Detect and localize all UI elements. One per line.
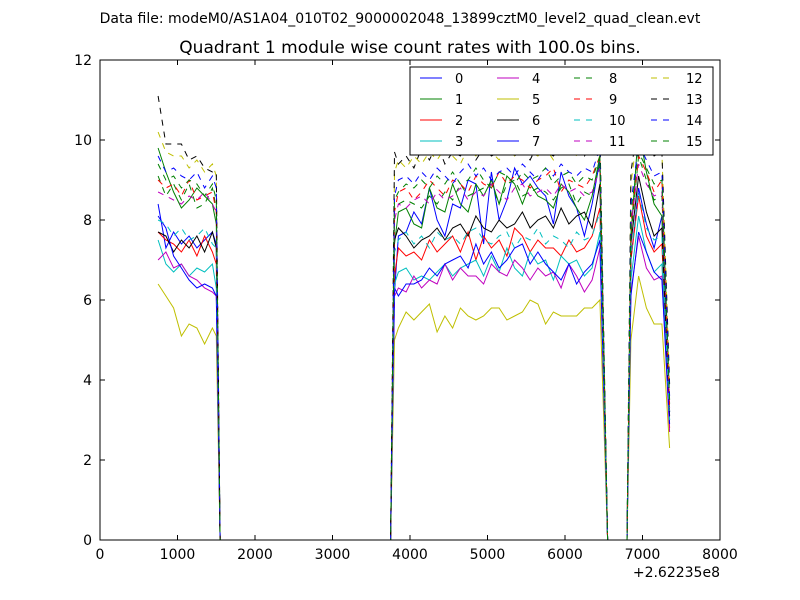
legend-label-3: 3	[455, 135, 463, 150]
legend-label-14: 14	[686, 114, 703, 129]
y-tick-label: 2	[83, 453, 92, 469]
legend-label-15: 15	[686, 135, 703, 150]
legend-label-6: 6	[532, 114, 540, 129]
legend-label-13: 13	[686, 93, 703, 108]
series-line-9	[157, 154, 671, 540]
series-line-7	[157, 215, 671, 540]
series-line-4	[157, 235, 671, 540]
x-tick-label: 7000	[625, 547, 661, 563]
series-line-0	[157, 159, 671, 540]
legend-label-11: 11	[609, 135, 626, 150]
series-line-8	[157, 155, 671, 540]
y-tick-label: 12	[74, 53, 92, 69]
legend-label-0: 0	[455, 72, 463, 87]
ticks-layer: 0 1000 2000 3000 4000 5000 6000 7000 80000246810…	[74, 53, 738, 563]
series-line-6	[157, 175, 671, 540]
y-tick-label: 8	[83, 213, 92, 229]
legend-label-2: 2	[455, 114, 463, 129]
x-tick-label: 4000	[392, 547, 428, 563]
x-tick-label: 8000	[702, 547, 738, 563]
y-tick-label: 6	[83, 293, 92, 309]
x-tick-label: 3000	[315, 547, 351, 563]
series-line-3	[157, 215, 671, 540]
chart-title: Quadrant 1 module wise count rates with …	[179, 38, 640, 58]
series-line-14	[157, 142, 671, 540]
suptitle: Data file: modeM0/AS1A04_010T02_90000020…	[100, 11, 701, 27]
legend-frame	[409, 66, 714, 156]
series-line-11	[157, 163, 671, 540]
y-tick-label: 4	[83, 373, 92, 389]
legend-label-9: 9	[609, 93, 617, 108]
series-line-2	[157, 195, 671, 540]
legend-label-7: 7	[532, 135, 540, 150]
legend-label-10: 10	[609, 114, 626, 129]
x-tick-label: 5000	[470, 547, 506, 563]
x-tick-label: 0	[96, 547, 105, 563]
legend-label-5: 5	[532, 93, 540, 108]
x-tick-label: 2000	[237, 547, 273, 563]
y-tick-label: 10	[74, 133, 92, 149]
legend-label-12: 12	[686, 72, 703, 87]
x-offset-label: +2.62235e8	[633, 565, 720, 581]
y-tick-label: 0	[83, 533, 92, 549]
series-line-5	[157, 275, 671, 540]
legend-label-8: 8	[609, 72, 617, 87]
x-tick-label: 1000	[160, 547, 196, 563]
legend-label-1: 1	[455, 93, 463, 108]
legend-label-4: 4	[532, 72, 540, 87]
x-tick-label: 6000	[547, 547, 583, 563]
